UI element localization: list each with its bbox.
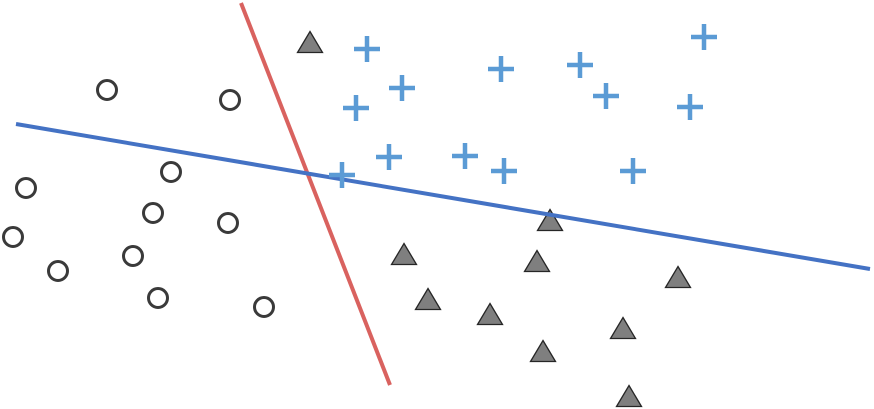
plus-marker <box>452 143 478 169</box>
plus-marker <box>376 144 402 170</box>
circle-marker <box>147 287 169 309</box>
plus-marker <box>567 52 593 78</box>
triangle-marker <box>296 30 324 54</box>
circle-marker <box>2 226 24 248</box>
circle-marker <box>217 212 239 234</box>
triangle-marker <box>664 265 692 289</box>
plus-marker <box>677 94 703 120</box>
separator-lines <box>15 2 871 386</box>
triangle-marker <box>536 208 564 232</box>
plus-marker <box>491 158 517 184</box>
plus-marker <box>354 36 380 62</box>
circle-marker <box>96 79 118 101</box>
circle-marker <box>219 89 241 111</box>
plus-marker <box>488 56 514 82</box>
triangle-marker <box>476 302 504 326</box>
circle-marker <box>122 245 144 267</box>
triangle-marker <box>390 242 418 266</box>
blue-separator-line <box>15 122 871 271</box>
triangle-marker <box>414 287 442 311</box>
circle-marker <box>253 296 275 318</box>
plus-marker <box>620 158 646 184</box>
circle-marker <box>47 260 69 282</box>
circle-marker <box>15 177 37 199</box>
circle-marker <box>160 161 182 183</box>
plus-marker <box>593 83 619 109</box>
plus-marker <box>343 95 369 121</box>
circle-marker <box>142 202 164 224</box>
plus-marker <box>389 75 415 101</box>
triangle-marker <box>529 339 557 363</box>
triangle-marker <box>523 249 551 273</box>
plus-marker <box>691 24 717 50</box>
red-separator-line <box>239 2 392 386</box>
data-points <box>2 30 692 408</box>
plus-marker <box>329 162 355 188</box>
triangle-marker <box>615 384 643 408</box>
triangle-marker <box>609 316 637 340</box>
